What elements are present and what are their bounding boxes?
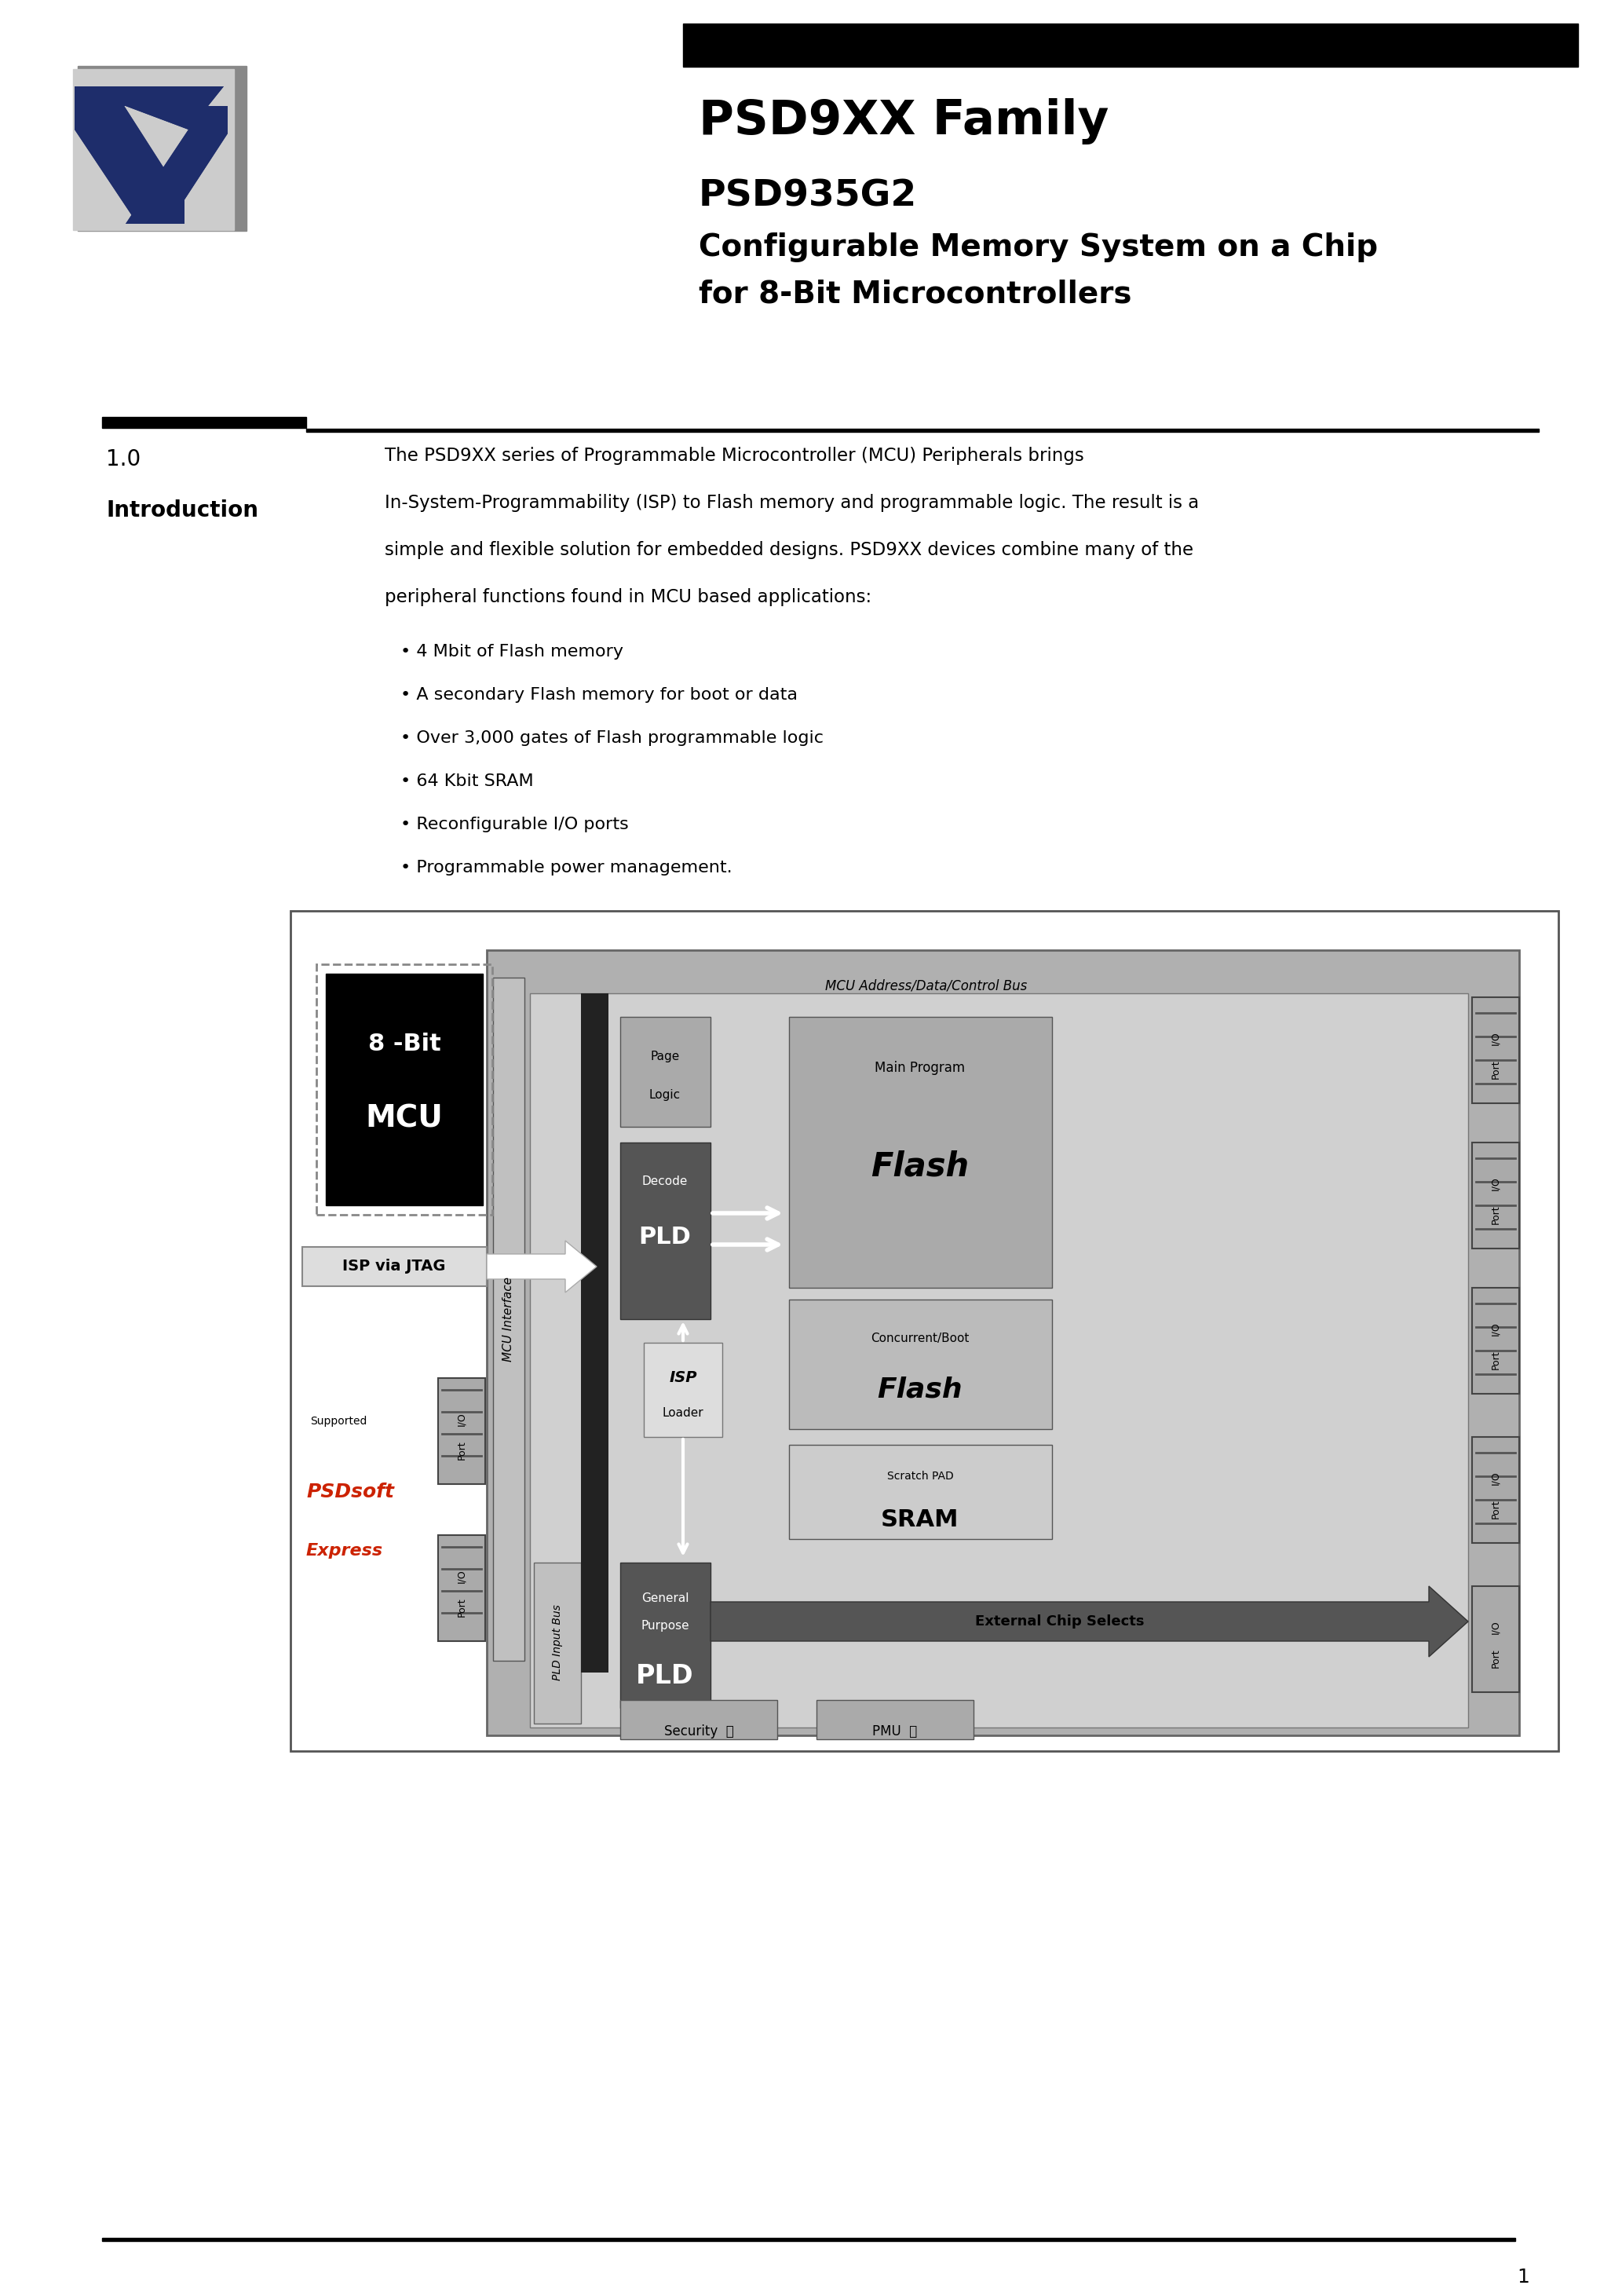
Text: External Chip Selects: External Chip Selects bbox=[975, 1614, 1145, 1628]
Text: Page: Page bbox=[650, 1049, 680, 1063]
Bar bbox=[620, 1017, 710, 1127]
Text: General: General bbox=[641, 1591, 689, 1605]
Text: Express: Express bbox=[307, 1543, 383, 1559]
Text: Purpose: Purpose bbox=[641, 1619, 689, 1630]
Text: MCU Address/Data/Control Bus: MCU Address/Data/Control Bus bbox=[826, 978, 1027, 992]
Text: I/O: I/O bbox=[1491, 1031, 1500, 1045]
Text: I/O: I/O bbox=[1491, 1176, 1500, 1189]
Text: PLD Input Bus: PLD Input Bus bbox=[551, 1605, 563, 1681]
Polygon shape bbox=[75, 87, 224, 106]
Bar bbox=[438, 1378, 485, 1483]
Bar bbox=[1473, 1288, 1520, 1394]
Text: Port: Port bbox=[1491, 1061, 1500, 1079]
Polygon shape bbox=[125, 106, 227, 223]
Bar bbox=[788, 1300, 1053, 1428]
Text: Port: Port bbox=[456, 1598, 467, 1616]
Bar bbox=[73, 69, 234, 230]
Bar bbox=[1473, 996, 1520, 1104]
Text: I/O: I/O bbox=[1491, 1621, 1500, 1635]
Bar bbox=[1473, 1437, 1520, 1543]
Bar bbox=[487, 951, 1520, 1736]
Text: Security  🔒: Security 🔒 bbox=[663, 1724, 733, 1738]
Bar bbox=[438, 1536, 485, 1642]
Text: I/O: I/O bbox=[1491, 1472, 1500, 1486]
Bar bbox=[534, 1564, 581, 1724]
Bar bbox=[644, 1343, 722, 1437]
Bar bbox=[581, 994, 608, 1671]
Text: Flash: Flash bbox=[878, 1378, 963, 1403]
Bar bbox=[302, 1247, 487, 1286]
Polygon shape bbox=[75, 101, 185, 223]
Bar bbox=[316, 964, 491, 1215]
Text: Supported: Supported bbox=[310, 1417, 367, 1426]
Text: ISP: ISP bbox=[670, 1371, 697, 1384]
Text: simple and flexible solution for embedded designs. PSD9XX devices combine many o: simple and flexible solution for embedde… bbox=[384, 540, 1194, 558]
Polygon shape bbox=[710, 1587, 1468, 1658]
Bar bbox=[493, 978, 524, 1660]
Bar bbox=[307, 429, 1539, 432]
Text: Port: Port bbox=[1491, 1499, 1500, 1520]
Text: ISP via JTAG: ISP via JTAG bbox=[342, 1258, 446, 1274]
Text: • A secondary Flash memory for boot or data: • A secondary Flash memory for boot or d… bbox=[401, 687, 798, 703]
Text: Port: Port bbox=[1491, 1649, 1500, 1669]
Bar bbox=[530, 994, 1468, 1727]
Bar bbox=[1473, 1587, 1520, 1692]
Text: MCU Interface: MCU Interface bbox=[503, 1277, 514, 1362]
Bar bbox=[102, 2239, 1515, 2241]
Text: Configurable Memory System on a Chip: Configurable Memory System on a Chip bbox=[699, 232, 1379, 262]
Text: Port: Port bbox=[1491, 1350, 1500, 1371]
Bar bbox=[78, 67, 247, 232]
Bar bbox=[290, 912, 1559, 1752]
Text: Flash: Flash bbox=[871, 1150, 970, 1182]
Text: • 4 Mbit of Flash memory: • 4 Mbit of Flash memory bbox=[401, 643, 623, 659]
Text: • 64 Kbit SRAM: • 64 Kbit SRAM bbox=[401, 774, 534, 790]
Text: for 8-Bit Microcontrollers: for 8-Bit Microcontrollers bbox=[699, 280, 1132, 310]
Text: Logic: Logic bbox=[649, 1091, 681, 1102]
Bar bbox=[620, 1564, 710, 1708]
Text: I/O: I/O bbox=[1491, 1322, 1500, 1336]
Polygon shape bbox=[125, 106, 227, 223]
Text: Port: Port bbox=[1491, 1205, 1500, 1224]
Text: Decode: Decode bbox=[642, 1176, 688, 1187]
Bar bbox=[620, 1699, 777, 1740]
Text: peripheral functions found in MCU based applications:: peripheral functions found in MCU based … bbox=[384, 588, 871, 606]
Text: 8 -Bit: 8 -Bit bbox=[368, 1033, 441, 1056]
Polygon shape bbox=[487, 1240, 597, 1293]
Text: Loader: Loader bbox=[662, 1407, 704, 1419]
Polygon shape bbox=[75, 87, 224, 106]
Text: PSDsoft: PSDsoft bbox=[307, 1483, 394, 1502]
Text: PMU  🗘: PMU 🗘 bbox=[873, 1724, 918, 1738]
Text: MCU: MCU bbox=[365, 1104, 443, 1134]
Text: I/O: I/O bbox=[456, 1568, 467, 1582]
Text: Concurrent/Boot: Concurrent/Boot bbox=[871, 1334, 970, 1345]
Text: 1: 1 bbox=[1517, 2268, 1530, 2287]
Bar bbox=[788, 1017, 1053, 1288]
Text: Introduction: Introduction bbox=[105, 501, 258, 521]
Text: In-System-Programmability (ISP) to Flash memory and programmable logic. The resu: In-System-Programmability (ISP) to Flash… bbox=[384, 494, 1199, 512]
Text: SRAM: SRAM bbox=[881, 1508, 959, 1531]
Text: PLD: PLD bbox=[639, 1226, 691, 1249]
Bar bbox=[620, 1143, 710, 1320]
Text: • Reconfigurable I/O ports: • Reconfigurable I/O ports bbox=[401, 817, 629, 833]
Polygon shape bbox=[75, 101, 185, 223]
Text: 1.0: 1.0 bbox=[105, 448, 141, 471]
Text: PLD: PLD bbox=[636, 1665, 694, 1690]
Text: PSD935G2: PSD935G2 bbox=[699, 179, 916, 214]
Bar bbox=[102, 418, 307, 427]
Text: Main Program: Main Program bbox=[874, 1061, 965, 1075]
Text: • Over 3,000 gates of Flash programmable logic: • Over 3,000 gates of Flash programmable… bbox=[401, 730, 824, 746]
Text: I/O: I/O bbox=[456, 1412, 467, 1426]
Text: The PSD9XX series of Programmable Microcontroller (MCU) Peripherals brings: The PSD9XX series of Programmable Microc… bbox=[384, 445, 1083, 464]
Bar bbox=[788, 1444, 1053, 1538]
Text: Port: Port bbox=[456, 1440, 467, 1460]
Bar bbox=[683, 23, 1578, 67]
Text: PSD9XX Family: PSD9XX Family bbox=[699, 99, 1109, 145]
Text: • Programmable power management.: • Programmable power management. bbox=[401, 859, 732, 875]
Bar bbox=[816, 1699, 973, 1740]
Text: Scratch PAD: Scratch PAD bbox=[887, 1472, 954, 1481]
Bar bbox=[326, 974, 483, 1205]
Bar bbox=[1473, 1143, 1520, 1249]
